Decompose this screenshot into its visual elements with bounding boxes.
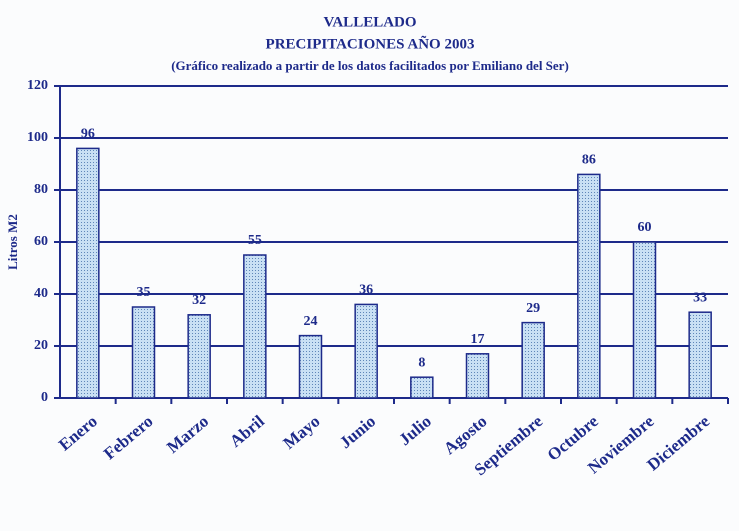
x-tick-label: Enero <box>55 412 101 455</box>
data-label: 60 <box>638 220 652 235</box>
data-label: 86 <box>582 153 596 168</box>
bar <box>521 321 545 399</box>
bar <box>298 334 323 399</box>
x-tick-label: Agosto <box>440 412 491 459</box>
x-tick-label: Marzo <box>163 412 212 457</box>
x-tick-label: Abril <box>226 411 268 451</box>
bar <box>131 306 156 399</box>
x-tick-label: Julio <box>395 412 435 450</box>
bar <box>465 353 490 399</box>
data-label: 36 <box>359 283 373 298</box>
data-label: 24 <box>304 314 318 329</box>
data-label: 29 <box>526 301 540 316</box>
y-tick-label: 0 <box>41 390 48 405</box>
x-tick-label: Diciembre <box>643 411 713 474</box>
data-label: 35 <box>137 285 151 300</box>
chart-title: VALLELADO <box>323 14 416 30</box>
data-label: 8 <box>418 355 425 370</box>
bar <box>354 303 378 399</box>
bar <box>632 241 657 399</box>
data-label: 33 <box>693 290 707 305</box>
data-label: 55 <box>248 233 262 248</box>
bar <box>577 173 601 399</box>
bar <box>410 376 434 399</box>
bar <box>187 314 211 399</box>
x-tick-label: Junio <box>336 412 379 453</box>
y-tick-label: 120 <box>27 78 48 93</box>
y-axis-label: Litros M2 <box>5 214 20 270</box>
bar <box>688 311 712 399</box>
y-tick-label: 40 <box>34 286 48 301</box>
y-tick-label: 20 <box>34 338 48 353</box>
data-label: 17 <box>471 332 485 347</box>
chart-caption: (Gráfico realizado a partir de los datos… <box>171 58 569 73</box>
x-tick-label: Mayo <box>280 412 324 453</box>
y-tick-label: 100 <box>27 130 48 145</box>
y-tick-label: 80 <box>34 182 48 197</box>
chart-subtitle: PRECIPITACIONES AÑO 2003 <box>266 34 475 52</box>
x-tick-label: Febrero <box>100 412 157 464</box>
y-tick-label: 60 <box>34 234 48 249</box>
data-label: 32 <box>192 293 206 308</box>
bar <box>243 254 267 399</box>
bar <box>76 147 100 399</box>
data-label: 96 <box>81 127 95 142</box>
